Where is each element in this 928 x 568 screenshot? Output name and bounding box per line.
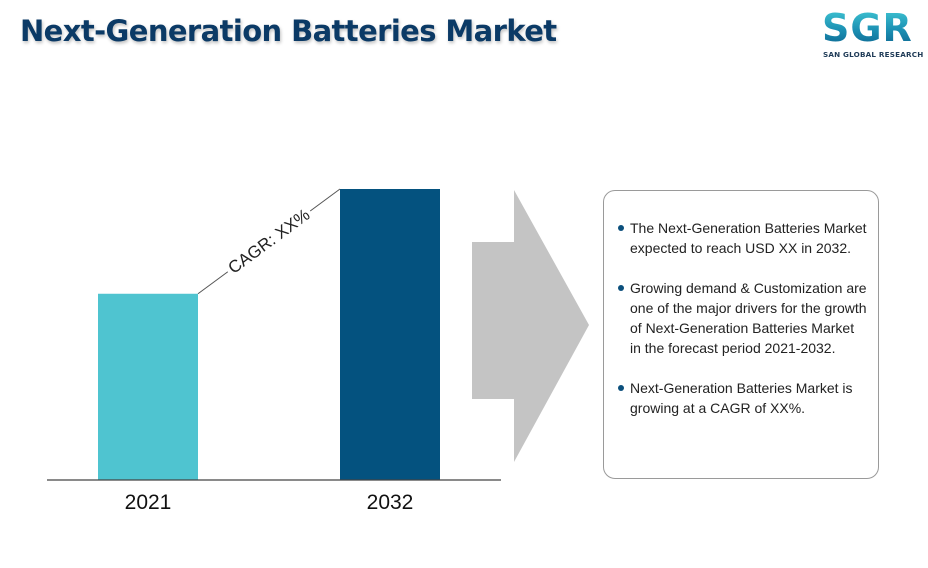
cagr-annotation: CAGR: XX% [225, 205, 314, 277]
bullet-text: Next-Generation Batteries Market is grow… [630, 380, 853, 416]
sgr-logo: SGR SAN GLOBAL RESEARCH [818, 6, 924, 59]
info-box: The Next-Generation Batteries Market exp… [603, 190, 879, 479]
bullet-item: Growing demand & Customization are one o… [618, 278, 868, 358]
bullet-text: Growing demand & Customization are one o… [630, 280, 867, 356]
cagr-annotation-background [221, 202, 317, 281]
bar-2032 [340, 189, 440, 480]
bar-chart: 2021 2032 CAGR: XX% [47, 188, 589, 514]
bullet-item: Next-Generation Batteries Market is grow… [618, 378, 868, 418]
x-tick-label-2021: 2021 [125, 491, 172, 514]
bullet-item: The Next-Generation Batteries Market exp… [618, 218, 868, 258]
page-title: Next-Generation Batteries Market [20, 14, 557, 48]
bullet-text: The Next-Generation Batteries Market exp… [630, 220, 867, 256]
bullet-dot-icon [618, 225, 624, 231]
x-tick-label-2032: 2032 [367, 491, 414, 514]
bullet-list: The Next-Generation Batteries Market exp… [618, 218, 868, 418]
bar-2021 [98, 293, 198, 480]
right-arrow-icon [472, 190, 589, 462]
logo-subtitle: SAN GLOBAL RESEARCH [823, 50, 924, 59]
bullet-dot-icon [618, 285, 624, 291]
logo-mark: SGR [822, 6, 913, 50]
bullet-dot-icon [618, 385, 624, 391]
